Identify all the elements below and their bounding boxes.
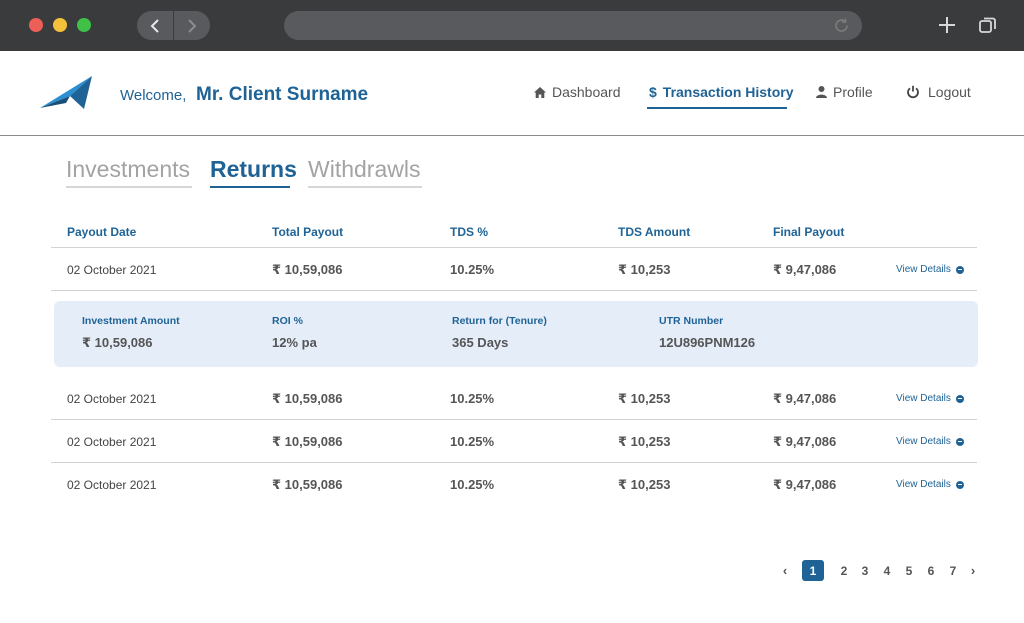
nav-profile[interactable]: Profile: [816, 84, 873, 100]
final-payout-cell: ₹ 9,47,086: [773, 434, 837, 449]
tds-amount-cell: ₹ 10,253: [618, 391, 671, 406]
investment-amount-label: Investment Amount: [82, 315, 180, 327]
pagination-page[interactable]: 3: [861, 563, 869, 578]
nav-logout-label: Logout: [928, 84, 971, 100]
pagination-page[interactable]: 5: [905, 563, 913, 578]
chevron-left-icon: [150, 18, 159, 33]
final-payout-cell: ₹ 9,47,086: [773, 391, 837, 406]
payout-date-cell: 02 October 2021: [67, 392, 157, 406]
nav-logout[interactable]: Logout: [906, 84, 971, 100]
total-payout-cell: ₹ 10,59,086: [272, 477, 343, 492]
view-details-link[interactable]: View Details: [896, 436, 964, 447]
table-divider: [51, 462, 977, 463]
active-nav-underline: [647, 107, 787, 109]
roi-label: ROI %: [272, 315, 303, 327]
chevron-right-icon: [188, 18, 197, 33]
pagination-prev-button[interactable]: ‹: [782, 563, 788, 578]
nav-dashboard[interactable]: Dashboard: [534, 84, 621, 100]
collapse-circle-icon: [955, 437, 964, 446]
power-icon: [907, 85, 919, 99]
payout-date-cell: 02 October 2021: [67, 263, 157, 277]
utr-number-value: 12U896PNM126: [659, 335, 756, 350]
home-icon: [534, 86, 546, 98]
total-payout-cell: ₹ 10,59,086: [272, 391, 343, 406]
browser-nav-buttons: [137, 11, 210, 40]
nav-dashboard-label: Dashboard: [552, 84, 621, 100]
reload-icon[interactable]: [833, 17, 850, 34]
nav-transaction-history[interactable]: $ Transaction History: [649, 84, 794, 100]
pagination-page[interactable]: 6: [927, 563, 935, 578]
tds-percent-cell: 10.25%: [450, 434, 495, 449]
minimize-window-button[interactable]: [53, 18, 67, 32]
tabs-overview-icon[interactable]: [979, 16, 997, 34]
final-payout-cell: ₹ 9,47,086: [773, 477, 837, 492]
view-details-link[interactable]: View Details: [896, 264, 964, 275]
total-payout-cell: ₹ 10,59,086: [272, 434, 343, 449]
final-payout-cell: ₹ 9,47,086: [773, 262, 837, 277]
nav-profile-label: Profile: [833, 84, 873, 100]
browser-back-button[interactable]: [137, 11, 173, 40]
view-details-link[interactable]: View Details: [896, 393, 964, 404]
close-window-button[interactable]: [29, 18, 43, 32]
pagination-page[interactable]: 2: [840, 563, 848, 578]
view-details-label: View Details: [896, 479, 951, 490]
utr-number-label: UTR Number: [659, 315, 724, 327]
tenure-label: Return for (Tenure): [452, 315, 547, 327]
tab-returns-underline: [210, 186, 290, 188]
column-header-total-payout: Total Payout: [272, 225, 344, 239]
dollar-icon: $: [649, 84, 657, 100]
tab-withdrawls[interactable]: Withdrawls: [308, 156, 421, 182]
tds-amount-cell: ₹ 10,253: [618, 434, 671, 449]
pagination-page[interactable]: 7: [949, 563, 957, 578]
column-header-payout-date: Payout Date: [67, 225, 137, 239]
browser-forward-button[interactable]: [174, 11, 210, 40]
roi-value: 12% pa: [272, 335, 317, 350]
tds-amount-cell: ₹ 10,253: [618, 477, 671, 492]
column-header-final-payout: Final Payout: [773, 225, 845, 239]
payout-date-cell: 02 October 2021: [67, 435, 157, 449]
row-details-panel: Investment Amount ₹ 10,59,086 ROI % 12% …: [54, 301, 978, 367]
client-name: Mr. Client Surname: [196, 84, 369, 105]
view-details-link[interactable]: View Details: [896, 479, 964, 490]
total-payout-cell: ₹ 10,59,086: [272, 262, 343, 277]
nav-transaction-history-label: Transaction History: [662, 84, 794, 100]
maximize-window-button[interactable]: [77, 18, 91, 32]
tds-amount-cell: ₹ 10,253: [618, 262, 671, 277]
collapse-circle-icon: [955, 265, 964, 274]
welcome-text: Welcome,: [120, 87, 187, 104]
column-header-tds-percent: TDS %: [450, 225, 489, 239]
collapse-circle-icon: [955, 480, 964, 489]
view-details-label: View Details: [896, 264, 951, 275]
tenure-value: 365 Days: [452, 335, 509, 350]
tab-withdrawls-underline: [308, 186, 422, 188]
tds-percent-cell: 10.25%: [450, 477, 495, 492]
tab-investments[interactable]: Investments: [66, 156, 190, 182]
view-details-label: View Details: [896, 393, 951, 404]
browser-chrome: [0, 0, 1024, 51]
table-divider: [51, 290, 977, 291]
paper-plane-logo-icon: [40, 76, 92, 109]
view-details-label: View Details: [896, 436, 951, 447]
user-icon: [816, 86, 827, 98]
collapse-circle-icon: [955, 394, 964, 403]
table-divider: [51, 247, 977, 248]
tab-returns[interactable]: Returns: [210, 156, 297, 182]
tds-percent-cell: 10.25%: [450, 262, 495, 277]
app-header: Welcome, Mr. Client Surname Dashboard $ …: [0, 51, 1024, 136]
tds-percent-cell: 10.25%: [450, 391, 495, 406]
column-header-tds-amount: TDS Amount: [618, 225, 691, 239]
new-tab-icon[interactable]: [936, 14, 958, 36]
address-bar[interactable]: [284, 11, 862, 40]
payout-date-cell: 02 October 2021: [67, 478, 157, 492]
table-divider: [51, 419, 977, 420]
tab-investments-underline: [66, 186, 192, 188]
pagination-page-current[interactable]: 1: [802, 560, 824, 581]
pagination-page[interactable]: 4: [883, 563, 891, 578]
investment-amount-value: ₹ 10,59,086: [82, 335, 153, 350]
pagination-next-button[interactable]: ›: [970, 563, 976, 578]
